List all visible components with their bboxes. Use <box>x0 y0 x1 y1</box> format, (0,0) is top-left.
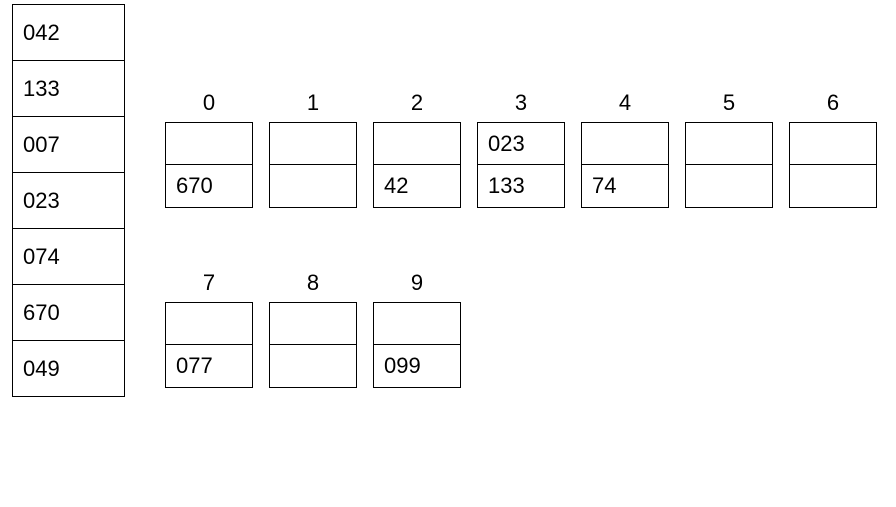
bucket-cell: 42 <box>374 165 460 207</box>
bucket-label: 5 <box>723 90 735 118</box>
bucket-cell: 099 <box>374 345 460 387</box>
bucket: 8 <box>269 270 357 388</box>
bucket: 2 42 <box>373 90 461 208</box>
bucket-cells <box>269 302 357 388</box>
bucket-label: 9 <box>411 270 423 298</box>
bucket-label: 2 <box>411 90 423 118</box>
bucket-cell <box>374 303 460 345</box>
bucket: 7 077 <box>165 270 253 388</box>
list-item: 670 <box>13 285 125 341</box>
bucket-cell <box>270 165 356 207</box>
bucket-cells: 74 <box>581 122 669 208</box>
bucket-cell: 077 <box>166 345 252 387</box>
bucket-cell: 670 <box>166 165 252 207</box>
bucket-cell <box>582 123 668 165</box>
bucket: 1 <box>269 90 357 208</box>
bucket: 6 <box>789 90 877 208</box>
bucket-cell: 023 <box>478 123 564 165</box>
bucket-cell <box>790 123 876 165</box>
list-item: 042 <box>13 5 125 61</box>
bucket-cell <box>270 123 356 165</box>
bucket-cell <box>166 303 252 345</box>
bucket-label: 1 <box>307 90 319 118</box>
bucket-cells: 42 <box>373 122 461 208</box>
bucket-cells: 670 <box>165 122 253 208</box>
bucket-cell <box>686 123 772 165</box>
bucket-cells <box>685 122 773 208</box>
bucket-row-2: 7 077 8 9 099 <box>165 270 461 388</box>
bucket: 9 099 <box>373 270 461 388</box>
bucket-label: 6 <box>827 90 839 118</box>
list-item: 133 <box>13 61 125 117</box>
bucket-cells: 023133 <box>477 122 565 208</box>
bucket-cell: 133 <box>478 165 564 207</box>
bucket-cells <box>789 122 877 208</box>
bucket-label: 8 <box>307 270 319 298</box>
bucket-cells <box>269 122 357 208</box>
list-item: 074 <box>13 229 125 285</box>
bucket-cell <box>790 165 876 207</box>
bucket-cell: 74 <box>582 165 668 207</box>
list-item: 023 <box>13 173 125 229</box>
bucket-label: 0 <box>203 90 215 118</box>
bucket-cell <box>270 303 356 345</box>
bucket-cell <box>166 123 252 165</box>
input-list: 042133007023074670049 <box>12 4 125 397</box>
bucket: 3 023133 <box>477 90 565 208</box>
bucket: 4 74 <box>581 90 669 208</box>
list-item: 049 <box>13 341 125 397</box>
bucket-cells: 077 <box>165 302 253 388</box>
bucket-cell <box>686 165 772 207</box>
list-item: 007 <box>13 117 125 173</box>
bucket-cell <box>270 345 356 387</box>
bucket-row-1: 0 670 1 2 42 3 023133 4 74 5 6 <box>165 90 877 208</box>
bucket-label: 3 <box>515 90 527 118</box>
bucket-label: 4 <box>619 90 631 118</box>
bucket: 0 670 <box>165 90 253 208</box>
bucket-cell <box>374 123 460 165</box>
bucket: 5 <box>685 90 773 208</box>
bucket-label: 7 <box>203 270 215 298</box>
bucket-cells: 099 <box>373 302 461 388</box>
